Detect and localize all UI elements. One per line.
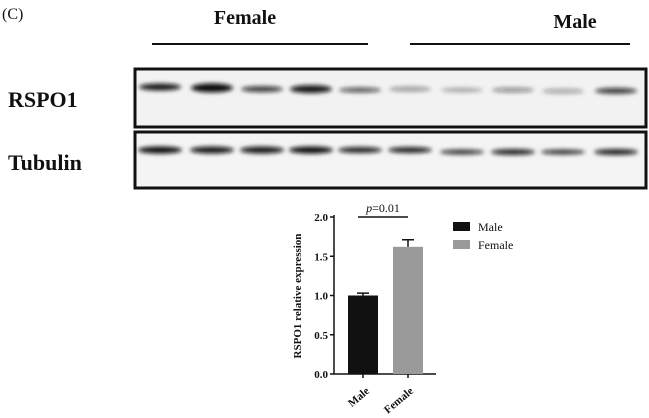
rspo1-band xyxy=(339,87,381,93)
rspo1-blot xyxy=(133,67,648,129)
rspo1-band xyxy=(139,83,181,91)
tubulin-band xyxy=(289,146,333,154)
tubulin-band xyxy=(491,149,535,155)
legend-label-female: Female xyxy=(478,238,513,252)
tubulin-band xyxy=(190,146,234,154)
row-label-tubulin: Tubulin xyxy=(8,150,82,175)
p-value: =0.01 xyxy=(372,201,400,215)
y-tick-label: 1.5 xyxy=(314,251,328,263)
rspo1-band xyxy=(191,83,233,93)
p-italic: p xyxy=(365,201,372,215)
bar-female xyxy=(393,246,423,374)
tubulin-band xyxy=(440,149,484,155)
row-label-rspo1: RSPO1 xyxy=(8,87,78,112)
y-tick-label: 2.0 xyxy=(314,212,328,224)
rspo1-band xyxy=(542,88,584,94)
p-value-annotation: p=0.01 xyxy=(365,201,400,215)
rspo1-band xyxy=(492,87,534,93)
bar-chart: 0.0 0.5 1.0 1.5 2.0 xyxy=(314,212,436,381)
tubulin-band xyxy=(240,146,284,154)
rspo1-band xyxy=(595,87,637,94)
bar-male xyxy=(348,295,378,374)
legend-label-male: Male xyxy=(478,220,503,234)
tubulin-band xyxy=(388,147,432,153)
rspo1-band xyxy=(290,85,332,94)
y-axis-label: RSPO1 relative expression xyxy=(292,234,304,359)
x-tick-female: Female xyxy=(382,385,416,416)
legend-swatch-female xyxy=(453,240,470,249)
y-tick-label: 1.0 xyxy=(314,291,328,303)
rspo1-band xyxy=(389,86,431,92)
tubulin-band xyxy=(594,149,638,155)
rspo1-band xyxy=(241,86,283,93)
tubulin-band xyxy=(541,149,585,155)
tubulin-band xyxy=(138,146,182,154)
group-label-female: Female xyxy=(214,7,276,29)
tubulin-band xyxy=(338,147,382,153)
rspo1-band xyxy=(441,87,483,93)
y-tick-label: 0.0 xyxy=(314,369,328,381)
legend-swatch-male xyxy=(453,222,470,231)
x-tick-male: Male xyxy=(346,385,372,410)
y-tick-label: 0.5 xyxy=(314,330,328,342)
group-label-male: Male xyxy=(553,11,596,33)
tubulin-blot xyxy=(133,130,648,190)
panel-label: (C) xyxy=(2,6,23,23)
